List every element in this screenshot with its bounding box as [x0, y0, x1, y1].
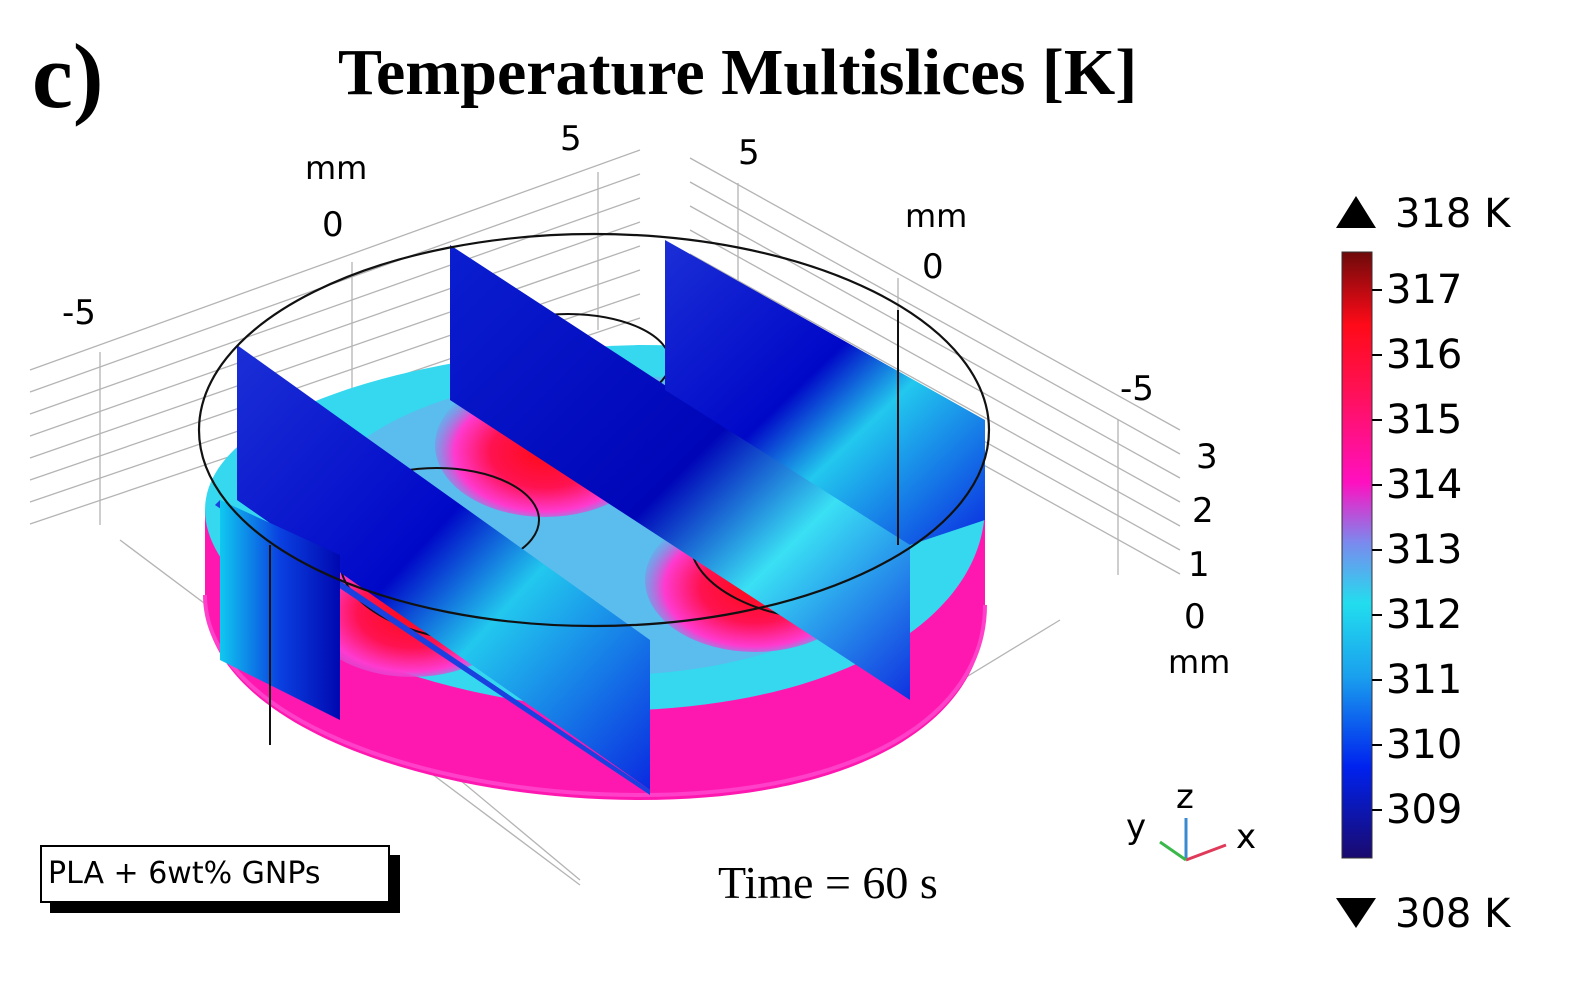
- x-axis-unit: mm: [305, 149, 368, 187]
- z-tick-0: 0: [1184, 597, 1206, 637]
- material-label: PLA + 6wt% GNPs: [40, 845, 390, 903]
- colorbar-label-313: 313: [1386, 527, 1463, 573]
- x-tick-neg5: -5: [62, 293, 96, 333]
- slice-middle: [450, 245, 910, 700]
- colorbar-ticks: [1372, 289, 1382, 811]
- triad-y-label: y: [1126, 807, 1147, 847]
- z-tick-1: 1: [1188, 545, 1210, 585]
- y-axis-unit: mm: [905, 197, 968, 235]
- panel-label: c): [32, 25, 104, 127]
- z-tick-3: 3: [1196, 437, 1218, 477]
- z-axis-unit: mm: [1168, 643, 1231, 681]
- axis-triad-icon: [1159, 818, 1227, 862]
- colorbar-min-label: 308 K: [1395, 891, 1511, 937]
- colorbar-label-312: 312: [1386, 592, 1463, 638]
- colorbar-label-310: 310: [1386, 722, 1463, 768]
- colorbar-label-317: 317: [1386, 267, 1463, 313]
- slice-left: [237, 345, 650, 790]
- x-tick-5: 5: [560, 119, 582, 159]
- slice-left-front: [220, 500, 340, 720]
- x-tick-0: 0: [322, 205, 344, 245]
- colorbar-max-label: 318 K: [1395, 191, 1511, 237]
- z-tick-2: 2: [1192, 491, 1214, 531]
- y-tick-0: 0: [922, 247, 944, 287]
- colorbar-label-314: 314: [1386, 462, 1463, 508]
- slice-right: [665, 240, 985, 545]
- y-tick-5: 5: [738, 133, 760, 173]
- colorbar-gradient: [1341, 251, 1373, 859]
- triad-z-label: z: [1176, 777, 1194, 817]
- colorbar-label-316: 316: [1386, 332, 1463, 378]
- plot-title: Temperature Multislices [K]: [338, 36, 1138, 109]
- colorbar-label-311: 311: [1386, 657, 1463, 703]
- max-arrow-icon: [1336, 196, 1376, 228]
- colorbar-label-309: 309: [1386, 787, 1463, 833]
- y-tick-neg5: -5: [1120, 369, 1154, 409]
- time-label: Time = 60 s: [718, 857, 938, 908]
- min-arrow-icon: [1336, 898, 1376, 928]
- triad-x-label: x: [1236, 817, 1257, 857]
- colorbar-label-315: 315: [1386, 397, 1463, 443]
